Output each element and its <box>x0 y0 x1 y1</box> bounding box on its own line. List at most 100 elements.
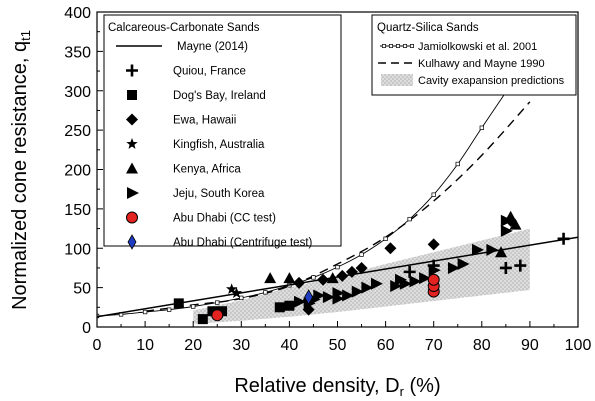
legend-calcareous: Calcareous-Carbonate Sands Mayne (2014) Q… <box>103 14 342 250</box>
kingfish-point <box>230 287 243 298</box>
legend-marker <box>127 187 139 199</box>
jamiolkowski-marker <box>263 290 268 295</box>
legend-entry-dogs_bay: Dog's Bay, Ireland <box>127 90 266 102</box>
y-tick-label: 350 <box>64 44 91 61</box>
dogs_bay-point <box>207 306 218 317</box>
quiou-point <box>499 261 512 274</box>
x-tick-label: 40 <box>281 337 299 354</box>
ewa-point <box>355 261 368 274</box>
legend-label: Kingfish, Australia <box>173 139 265 151</box>
jamiolkowski-marker <box>191 304 196 309</box>
legend-label: Jeju, South Korea <box>173 188 265 200</box>
jeju-point <box>351 285 364 298</box>
jeju-point <box>322 291 335 304</box>
legend-entry-quiou: Quiou, France <box>126 64 246 78</box>
jeju-point <box>395 273 408 286</box>
legend-marker <box>127 234 137 250</box>
quiou-point <box>557 232 570 245</box>
jeju-point <box>390 280 403 293</box>
abu_cc-point <box>427 273 440 286</box>
x-tick-label: 50 <box>329 337 347 354</box>
dogs_bay-point <box>217 306 228 317</box>
legend-marker <box>126 162 138 174</box>
kulhawy-mayne-curve <box>145 101 531 312</box>
legend-entry-jeju: Jeju, South Korea <box>127 187 265 200</box>
kenya-point <box>326 272 339 284</box>
jeju-point <box>332 287 345 300</box>
kenya-point <box>509 218 522 230</box>
legend-entry-kenya: Kenya, Africa <box>126 162 241 176</box>
y-tick-label: 400 <box>64 5 91 22</box>
y-tick-label: 0 <box>82 320 91 337</box>
abu_cent-point <box>304 289 314 305</box>
x-tick-label: 60 <box>377 337 395 354</box>
legend-marker <box>126 211 138 224</box>
abu_cc-point <box>211 309 224 322</box>
jeju-point <box>500 214 513 227</box>
ewa-point <box>384 242 397 255</box>
y-tick-label: 50 <box>73 281 91 298</box>
jeju-point <box>500 224 513 237</box>
quiou-point <box>514 259 527 272</box>
ewa-point <box>427 238 440 251</box>
y-axis-label: Normalized cone resistance, qt1 <box>9 30 33 310</box>
dogs_bay-point <box>284 300 295 311</box>
jeju-point <box>428 264 441 277</box>
legend-label: Abu Dhabi (Centrifuge test) <box>173 237 313 249</box>
x-tick-label: 70 <box>425 337 443 354</box>
kenya-point <box>495 246 508 258</box>
legend-entry-abu_cent: Abu Dhabi (Centrifuge test) <box>127 234 313 250</box>
jeju-point <box>342 289 355 302</box>
x-axis-label: Relative density, Dr (%) <box>234 375 440 399</box>
jeju-point <box>294 295 307 308</box>
jamiolkowski-marker <box>479 125 484 130</box>
legend-marker <box>126 138 138 149</box>
dogs_bay-point <box>197 314 208 325</box>
legend-marker <box>126 113 138 126</box>
jeju-point <box>447 261 460 274</box>
legend-quartz: Quartz-Silica Sands Jamiolkowski et al. … <box>371 14 577 96</box>
legend-marker <box>127 90 137 100</box>
jamiolkowski-marker <box>383 236 388 241</box>
legend-calcareous-title: Calcareous-Carbonate Sands <box>108 22 260 34</box>
y-tick-label: 100 <box>64 241 91 258</box>
legend-label: Kenya, Africa <box>173 164 241 176</box>
jamiolkowski-marker <box>215 300 220 305</box>
jeju-point <box>457 258 470 270</box>
kenya-point <box>283 272 296 284</box>
legend-entry-kulhawy: Kulhawy and Mayne 1990 <box>378 58 545 70</box>
legend-label: Abu Dhabi (CC test) <box>173 213 276 225</box>
y-tick-label: 150 <box>64 202 91 219</box>
jeju-point <box>313 289 326 302</box>
x-tick-label: 80 <box>473 337 491 354</box>
legend-entry-mayne: Mayne (2014) <box>116 41 248 53</box>
jamiolkowski-marker <box>407 216 412 222</box>
legend-label: Dog's Bay, Ireland <box>173 90 266 102</box>
legend-entry-ewa: Ewa, Hawaii <box>126 113 236 127</box>
jamiolkowski-marker <box>167 307 172 312</box>
x-tick-label: 0 <box>93 337 102 354</box>
jamiolkowski-marker <box>239 295 244 301</box>
legend-label: Jamiolkowski et al. 2001 <box>418 41 537 53</box>
legend-label: Cavity exapansion predictions <box>418 75 565 87</box>
jeju-point <box>361 281 374 294</box>
jamiolkowski-marker <box>359 252 364 257</box>
x-tick-label: 30 <box>232 337 250 354</box>
legend-label: Kulhawy and Mayne 1990 <box>418 58 545 70</box>
jeju-point <box>486 243 499 256</box>
ewa-point <box>293 276 306 289</box>
legend-label: Ewa, Hawaii <box>173 115 236 127</box>
jeju-point <box>419 272 432 285</box>
legend-entry-jamiolkowski: Jamiolkowski et al. 2001 <box>380 41 537 53</box>
legend-marker <box>126 64 138 77</box>
x-tick-label: 90 <box>521 337 539 354</box>
jeju-point <box>370 277 383 290</box>
legend-entry-kingfish: Kingfish, Australia <box>126 138 265 151</box>
cavity-expansion-band <box>193 228 530 324</box>
jamiolkowski-marker <box>311 275 316 280</box>
dogs_bay-point <box>274 302 285 313</box>
dogs_bay-point <box>173 298 184 309</box>
legend-quartz-title: Quartz-Silica Sands <box>377 22 479 34</box>
jamiolkowski-marker <box>431 192 436 197</box>
